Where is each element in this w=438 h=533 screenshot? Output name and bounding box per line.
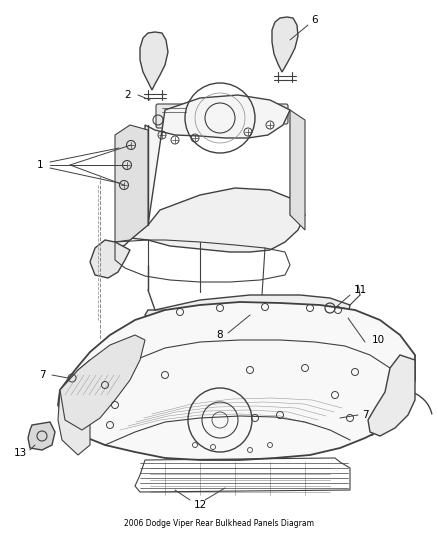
Text: 1: 1 — [37, 160, 43, 170]
Text: 6: 6 — [312, 15, 318, 25]
Text: 11: 11 — [353, 285, 367, 295]
Polygon shape — [290, 110, 305, 230]
Text: 12: 12 — [193, 500, 207, 510]
Polygon shape — [272, 17, 298, 72]
Polygon shape — [58, 302, 415, 460]
Polygon shape — [145, 95, 290, 225]
Polygon shape — [28, 422, 55, 450]
Polygon shape — [60, 335, 145, 430]
Polygon shape — [90, 240, 130, 278]
Text: 7: 7 — [362, 410, 368, 420]
FancyBboxPatch shape — [156, 104, 192, 128]
Text: 8: 8 — [217, 330, 223, 340]
Polygon shape — [58, 360, 90, 455]
Text: 2006 Dodge Viper Rear Bulkhead Panels Diagram: 2006 Dodge Viper Rear Bulkhead Panels Di… — [124, 519, 314, 528]
FancyBboxPatch shape — [262, 104, 288, 124]
Polygon shape — [145, 295, 350, 326]
Text: 10: 10 — [371, 335, 385, 345]
Text: 2: 2 — [125, 90, 131, 100]
Polygon shape — [115, 188, 305, 252]
Text: 13: 13 — [14, 448, 27, 458]
Text: 7: 7 — [39, 370, 45, 380]
Polygon shape — [140, 32, 168, 90]
Polygon shape — [115, 125, 148, 242]
Polygon shape — [368, 355, 415, 436]
